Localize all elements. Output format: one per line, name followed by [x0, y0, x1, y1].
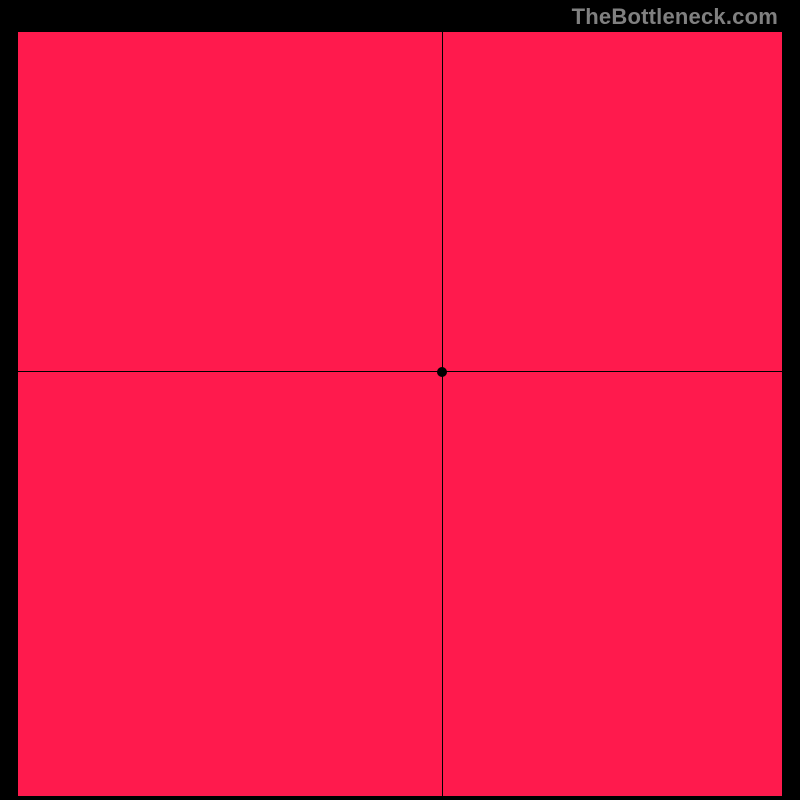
bottleneck-heatmap — [18, 32, 782, 796]
watermark-text: TheBottleneck.com — [572, 4, 778, 30]
chart-stage: { "watermark": { "text": "TheBottleneck.… — [0, 0, 800, 800]
crosshair-vertical — [442, 32, 443, 796]
crosshair-horizontal — [18, 371, 782, 372]
crosshair-marker — [437, 367, 447, 377]
